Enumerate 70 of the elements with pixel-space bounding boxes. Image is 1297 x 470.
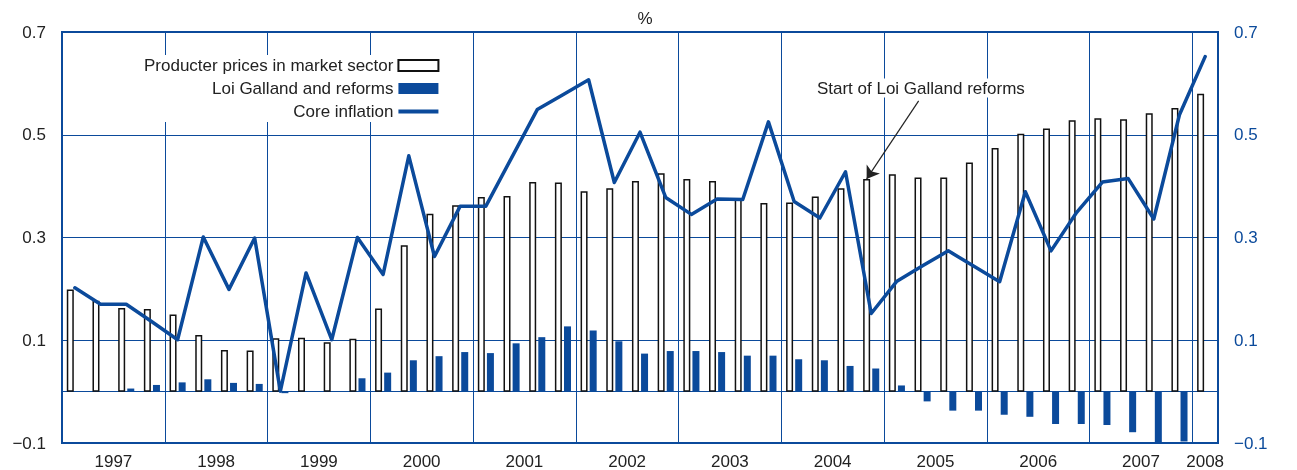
bar	[631, 180, 639, 392]
annotation: Start of Loi Galland reforms	[816, 78, 1025, 98]
x-tick-label: 2008	[1186, 452, 1225, 470]
bar	[143, 308, 151, 392]
x-tick-label: 2004	[813, 452, 852, 470]
bar	[734, 198, 742, 392]
bar	[452, 205, 460, 392]
bar	[1017, 133, 1025, 392]
bar	[786, 202, 794, 392]
bar	[195, 335, 203, 392]
bar	[118, 307, 126, 392]
bar	[220, 350, 228, 392]
chart-title: %	[637, 9, 653, 28]
bar	[169, 314, 177, 392]
bar	[92, 300, 100, 392]
x-tick-label: 2001	[505, 452, 544, 470]
bar	[837, 188, 845, 392]
y-tick-label: 0.1	[22, 330, 46, 350]
bar	[246, 350, 254, 392]
bar	[683, 178, 691, 392]
bar	[477, 196, 485, 392]
bar	[760, 203, 768, 392]
bar	[297, 337, 305, 392]
bar	[888, 174, 896, 392]
y-tick-label: 0.3	[22, 228, 46, 247]
x-tick-label: 2003	[711, 452, 749, 470]
bar	[323, 342, 331, 392]
x-tick-label: 2005	[916, 452, 955, 470]
x-tick-label: 2006	[1019, 452, 1058, 470]
bar	[991, 148, 999, 392]
bar	[580, 191, 588, 392]
x-tick-label: 1997	[94, 452, 133, 470]
bar	[529, 182, 537, 392]
x-tick-label: 2000	[402, 452, 441, 470]
bar	[375, 308, 383, 392]
bar	[709, 180, 717, 392]
y2-tick-label: 0.5	[1234, 125, 1258, 145]
x-tick-label: 2002	[608, 452, 647, 470]
y2-tick-label: −0.1	[1234, 433, 1268, 453]
legend-label: Core inflation	[293, 102, 394, 121]
y2-tick-label: 0.1	[1234, 330, 1258, 350]
bar	[554, 182, 562, 392]
bar	[1068, 120, 1076, 392]
bar	[940, 177, 948, 392]
bar	[426, 213, 434, 392]
y2-tick-label: 0.7	[1234, 22, 1258, 42]
bar	[400, 245, 408, 392]
bar	[1042, 128, 1050, 392]
bar	[1197, 93, 1205, 392]
legend-label: Producter prices in market sector	[144, 56, 394, 75]
legend-label: Loi Galland and reforms	[211, 79, 394, 98]
bar	[965, 162, 973, 392]
x-tick-label: 1998	[197, 452, 236, 470]
bar	[66, 289, 74, 392]
bar	[606, 188, 614, 392]
bar	[914, 177, 922, 392]
bar	[1120, 119, 1128, 392]
y-tick-label: 0.5	[22, 125, 46, 145]
x-tick-label: 2007	[1122, 452, 1160, 470]
y2-tick-label: 0.3	[1234, 228, 1258, 247]
y-tick-label: 0.7	[22, 22, 46, 42]
bar	[349, 338, 357, 392]
bar	[503, 195, 511, 392]
bar	[1171, 108, 1179, 392]
y-tick-label: −0.1	[12, 433, 46, 453]
bar	[1145, 113, 1153, 392]
bar	[1094, 118, 1102, 392]
x-tick-label: 1999	[299, 452, 338, 470]
bar	[811, 196, 819, 392]
bar	[657, 173, 665, 392]
